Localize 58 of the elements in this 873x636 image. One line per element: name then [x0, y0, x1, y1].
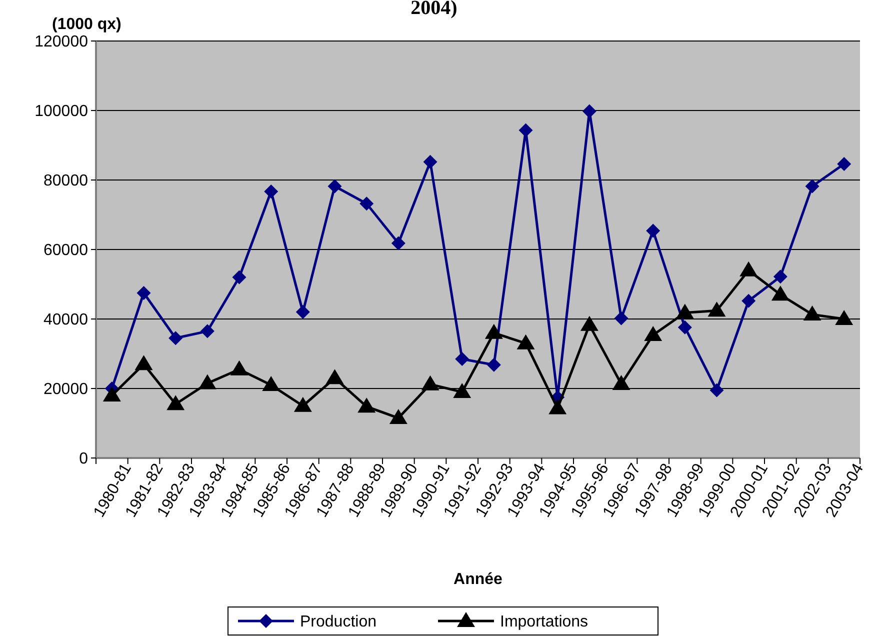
point [296, 305, 310, 320]
point [230, 360, 248, 376]
point [421, 375, 440, 390]
point [644, 326, 662, 341]
point [262, 376, 280, 392]
point [136, 286, 151, 300]
point [742, 294, 756, 308]
point [358, 398, 376, 413]
point [360, 196, 374, 211]
legend-label: Production [300, 614, 376, 631]
point [389, 409, 408, 424]
point [710, 383, 724, 398]
y-tick-label: 60000 [44, 242, 88, 260]
point [582, 104, 596, 118]
point [166, 395, 185, 410]
point [835, 310, 854, 325]
y-axis-title: (1000 qx) [52, 16, 122, 33]
point [612, 374, 630, 390]
point [486, 358, 501, 372]
y-tick-label: 40000 [44, 312, 88, 329]
legend-label: Importations [500, 614, 588, 631]
point [232, 270, 246, 284]
point [516, 334, 535, 350]
point [134, 355, 153, 370]
point [294, 396, 312, 412]
point [423, 154, 438, 169]
point [708, 302, 726, 317]
point [453, 382, 472, 398]
point [264, 184, 278, 198]
point [391, 236, 406, 250]
point [168, 331, 183, 346]
y-tick-label: 120000 [34, 34, 88, 51]
point [837, 157, 852, 172]
y-tick-label: 0 [79, 450, 88, 468]
point [102, 386, 121, 402]
point [803, 305, 822, 320]
point [200, 324, 214, 338]
chart-title: 2004) [410, 0, 458, 19]
point [518, 123, 533, 138]
y-tick-label: 100000 [34, 103, 88, 120]
point [326, 369, 344, 384]
point [676, 304, 694, 319]
point [614, 311, 628, 326]
y-tick-label: 80000 [44, 172, 88, 190]
point [198, 374, 216, 390]
point [328, 179, 342, 194]
point [484, 324, 503, 339]
point [805, 179, 820, 194]
point [771, 286, 790, 301]
point [773, 270, 788, 284]
y-tick-label: 20000 [44, 381, 88, 398]
point [548, 399, 567, 414]
x-axis-title: Année [454, 571, 503, 588]
point [740, 261, 758, 276]
point [646, 224, 660, 238]
point [455, 352, 470, 366]
point [580, 316, 598, 331]
point [678, 320, 692, 334]
